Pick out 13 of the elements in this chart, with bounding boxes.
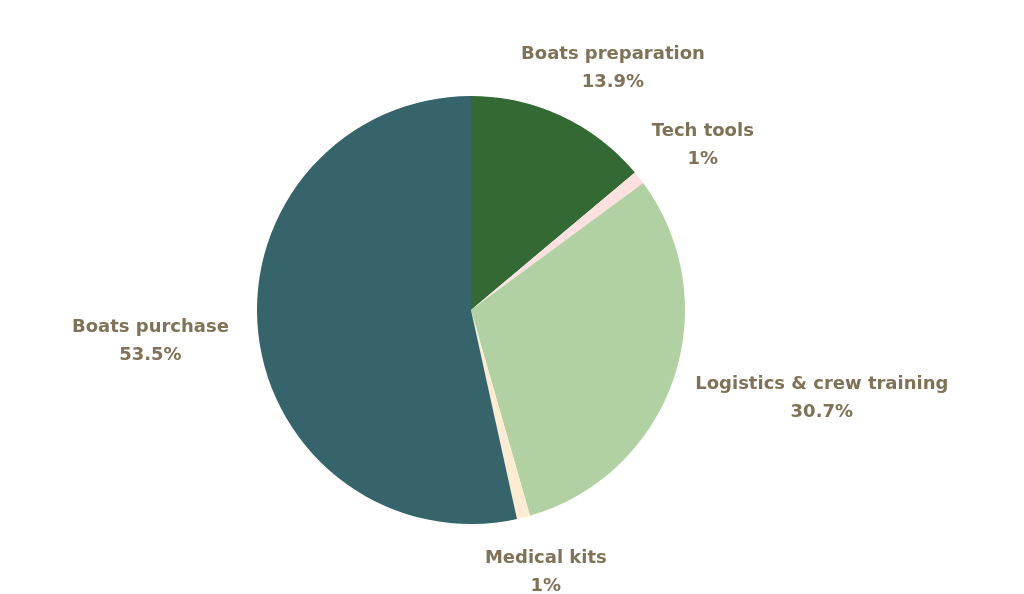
data-label: 53.5%	[119, 342, 182, 364]
slice-label: Boats preparation	[521, 42, 705, 64]
slice-label: Boats purchase	[71, 314, 229, 336]
slice-label: Tech tools	[651, 119, 754, 141]
data-label: 1%	[530, 573, 562, 594]
data-label: 13.9%	[581, 70, 645, 92]
pie-slice	[471, 182, 685, 516]
data-label: 30.7%	[790, 399, 854, 421]
pie-slice	[471, 96, 635, 310]
slice-label: Medical kits	[484, 545, 607, 567]
data-label: 1%	[687, 147, 719, 169]
pie-slice	[257, 96, 517, 524]
slice-label: Logistics & crew training	[695, 371, 949, 393]
